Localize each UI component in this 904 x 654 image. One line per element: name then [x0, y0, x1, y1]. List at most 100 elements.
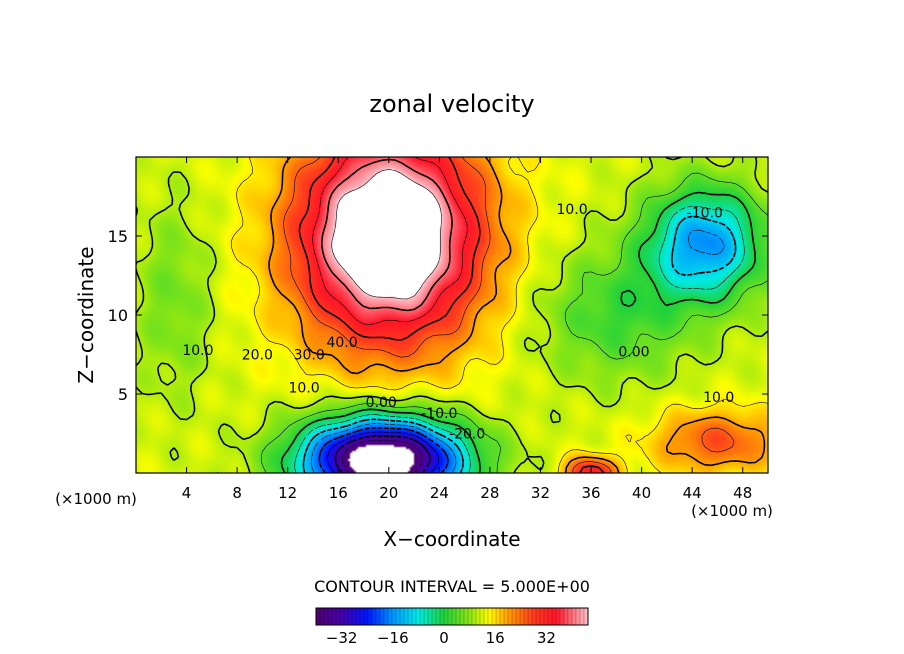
x-unit-left: (×1000 m)	[55, 490, 137, 508]
colorbar-cell	[584, 608, 589, 625]
colorbar-cell	[508, 608, 513, 625]
y-tick-label: 5	[118, 385, 128, 404]
chart-title: zonal velocity	[369, 90, 534, 118]
contour-label: 20.0	[242, 348, 273, 364]
colorbar-tick-label: −32	[326, 629, 358, 647]
colorbar-cell	[516, 608, 521, 625]
colorbar-cell	[480, 608, 485, 625]
contour-line	[280, 191, 756, 473]
colorbar-cell	[344, 608, 349, 625]
contour-line	[311, 229, 725, 473]
contour-line	[321, 158, 453, 312]
colorbar-cell	[432, 608, 437, 625]
colorbar-cell	[444, 608, 449, 625]
colorbar-cell	[532, 608, 537, 625]
colorbar-cell	[544, 608, 549, 625]
contour-line	[260, 172, 768, 473]
colorbar-cell	[420, 608, 425, 625]
colorbar-cell	[548, 608, 553, 625]
colorbar-cell	[496, 608, 501, 625]
colorbar-cell	[396, 608, 401, 625]
colorbar-cell	[572, 608, 577, 625]
colorbar-tick-label: 16	[486, 629, 505, 647]
colorbar-cell	[556, 608, 561, 625]
contour-label: 10.0	[182, 343, 213, 359]
colorbar-cell	[376, 608, 381, 625]
contour-line	[230, 157, 768, 473]
colorbar-cell	[528, 608, 533, 625]
x-tick-label: 32	[531, 484, 550, 502]
contour-label: -10.0	[421, 406, 457, 422]
colorbar-cell	[412, 608, 417, 625]
colorbar-cell	[448, 608, 453, 625]
contour-line	[327, 431, 439, 473]
colorbar-cell	[536, 608, 541, 625]
contour-label: 10.0	[556, 202, 587, 218]
x-axis-label: X−coordinate	[383, 527, 520, 551]
y-tick-label: 15	[108, 227, 128, 246]
colorbar-cell	[392, 608, 397, 625]
contour-label: 0.00	[366, 395, 397, 411]
colorbar-cell	[380, 608, 385, 625]
x-unit-right: (×1000 m)	[691, 502, 773, 520]
colorbar-tick-label: 32	[537, 629, 556, 647]
x-tick-label: 20	[379, 484, 398, 502]
colorbar-cell	[416, 608, 421, 625]
colorbar-cell	[324, 608, 329, 625]
colorbar-cell	[488, 608, 493, 625]
colorbar-cell	[580, 608, 585, 625]
colorbar-cell	[468, 608, 473, 625]
contour-label: 10.0	[289, 381, 320, 397]
contour-label: -10.0	[687, 205, 723, 221]
colorbar-cell	[540, 608, 545, 625]
colorbar-cell	[368, 608, 373, 625]
colorbar-cell	[440, 608, 445, 625]
colorbar-cell	[340, 608, 345, 625]
contour-label: 30.0	[294, 348, 325, 364]
colorbar-cell	[436, 608, 441, 625]
colorbar-cell	[352, 608, 357, 625]
colorbar-cell	[384, 608, 389, 625]
colorbar-cell	[408, 608, 413, 625]
colorbar-cell	[320, 608, 325, 625]
contour-line	[302, 215, 737, 473]
colorbar-cell	[336, 608, 341, 625]
colorbar-cell	[512, 608, 517, 625]
contour-interval-note: CONTOUR INTERVAL = 5.000E+00	[314, 577, 590, 596]
x-tick-label: 48	[733, 484, 752, 502]
colorbar-cell	[576, 608, 581, 625]
colorbar-cell	[552, 608, 557, 625]
x-tick-label: 40	[632, 484, 651, 502]
contour-line	[312, 157, 468, 325]
velocity-field	[136, 157, 768, 473]
colorbar-cell	[388, 608, 393, 625]
colorbar-cell	[428, 608, 433, 625]
colorbar-cell	[564, 608, 569, 625]
colorbar-cell	[568, 608, 573, 625]
x-tick-label: 12	[278, 484, 297, 502]
colorbar-cell	[484, 608, 489, 625]
x-tick-label: 8	[232, 484, 242, 502]
colorbar-cell	[332, 608, 337, 625]
contour-label: 0.00	[618, 344, 649, 360]
contour-line	[294, 205, 745, 473]
colorbar-cell	[476, 608, 481, 625]
colorbar-frame	[315, 607, 589, 626]
colorbar-cell	[328, 608, 333, 625]
y-axis: 5 10 15	[108, 227, 768, 404]
x-tick-label: 16	[329, 484, 348, 502]
x-tick-label: 44	[683, 484, 702, 502]
colorbar-cell	[456, 608, 461, 625]
colorbar-cell	[560, 608, 565, 625]
colorbar-cell	[504, 608, 509, 625]
contour-labels: 40.030.0 20.0 10.0 10.0 0.00 -10.0 -20.0 10.0 -1…	[182, 202, 734, 442]
colorbar-cell	[316, 608, 321, 625]
colorbar-tick-label: 0	[439, 629, 449, 647]
contour-line	[318, 427, 449, 473]
colorbar-cell	[472, 608, 477, 625]
y-tick-label: 10	[108, 306, 128, 325]
colorbar-cell	[404, 608, 409, 625]
contour-line	[283, 157, 735, 473]
x-tick-label: 24	[430, 484, 449, 502]
